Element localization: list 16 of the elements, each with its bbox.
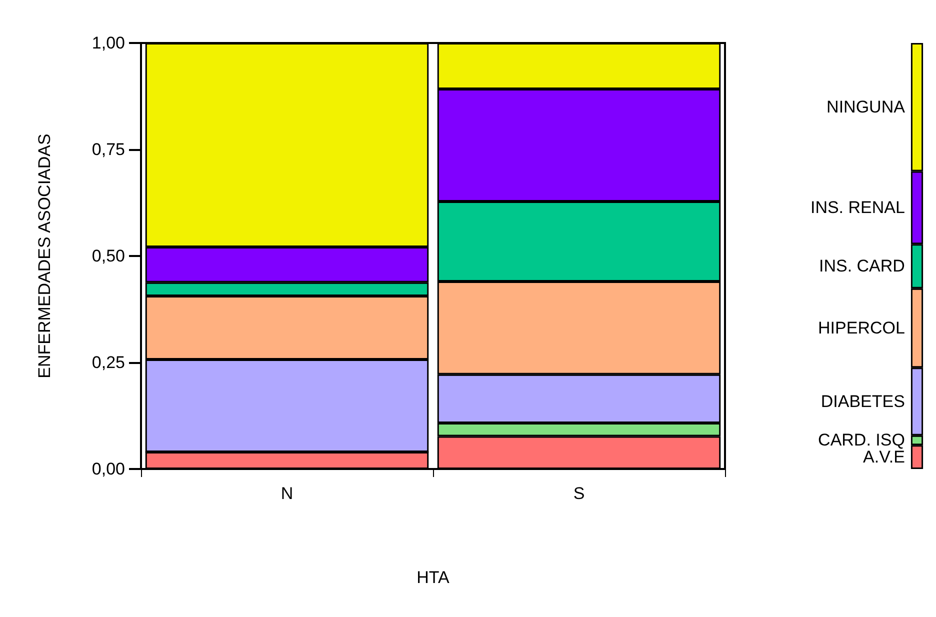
series-label: NINGUNA	[826, 98, 906, 117]
y-tick-label: 0,25	[92, 353, 125, 372]
y-tick-label: 0,75	[92, 140, 125, 159]
y-axis-title: ENFERMEDADES ASOCIADAS	[35, 134, 54, 378]
y-tick-label: 0,00	[92, 460, 125, 478]
series-label: INS. RENAL	[810, 198, 905, 218]
series-label: A.V.E	[863, 448, 905, 467]
series-label: INS. CARD	[818, 256, 905, 276]
series-label: CARD. ISQ	[818, 430, 905, 450]
x-tick-label: N	[280, 484, 294, 503]
x-tick-label: S	[573, 484, 585, 503]
y-tick-label: 0,50	[92, 246, 125, 266]
y-tick-label: 1,00	[92, 34, 125, 52]
series-label: HIPERCOL	[818, 318, 905, 338]
series-label: DIABETES	[820, 392, 905, 411]
x-axis-title: HTA	[416, 568, 450, 587]
